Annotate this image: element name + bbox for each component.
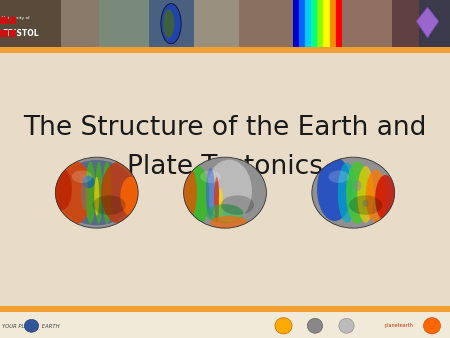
Ellipse shape xyxy=(81,175,88,210)
Ellipse shape xyxy=(103,162,112,224)
Ellipse shape xyxy=(120,177,141,216)
Ellipse shape xyxy=(207,160,252,222)
Bar xyxy=(342,0,392,47)
Bar xyxy=(0,0,61,47)
Ellipse shape xyxy=(366,170,387,223)
Ellipse shape xyxy=(312,157,395,228)
Ellipse shape xyxy=(423,318,441,334)
Bar xyxy=(324,0,329,47)
Ellipse shape xyxy=(95,162,103,224)
Bar xyxy=(148,0,194,47)
Ellipse shape xyxy=(161,3,181,44)
Ellipse shape xyxy=(55,157,138,228)
Ellipse shape xyxy=(93,195,126,215)
Bar xyxy=(311,0,317,47)
Ellipse shape xyxy=(214,177,219,223)
Ellipse shape xyxy=(180,166,197,219)
Bar xyxy=(336,0,342,47)
Bar xyxy=(305,0,311,47)
Ellipse shape xyxy=(307,318,323,333)
Ellipse shape xyxy=(317,157,352,221)
Ellipse shape xyxy=(349,195,382,215)
Bar xyxy=(0,0,450,47)
Ellipse shape xyxy=(221,195,254,215)
Ellipse shape xyxy=(357,166,374,223)
Bar xyxy=(329,0,336,47)
Ellipse shape xyxy=(363,200,369,207)
Ellipse shape xyxy=(219,187,223,219)
Ellipse shape xyxy=(275,318,292,334)
Ellipse shape xyxy=(206,168,215,218)
Bar xyxy=(194,0,238,47)
Bar xyxy=(292,0,299,47)
Text: YOUR PLANET  EARTH: YOUR PLANET EARTH xyxy=(2,324,60,329)
Bar xyxy=(9,17,16,24)
Bar xyxy=(0,306,450,338)
Bar xyxy=(61,0,99,47)
Bar xyxy=(238,0,292,47)
Text: The Structure of the Earth and: The Structure of the Earth and xyxy=(23,115,427,141)
Text: planetearth: planetearth xyxy=(385,323,414,328)
Ellipse shape xyxy=(353,180,361,191)
Ellipse shape xyxy=(94,177,99,216)
Ellipse shape xyxy=(82,176,94,188)
Ellipse shape xyxy=(339,318,354,333)
Text: Plate Tectonics: Plate Tectonics xyxy=(127,154,323,179)
Ellipse shape xyxy=(72,170,93,183)
Bar xyxy=(317,0,324,47)
Bar xyxy=(392,0,418,47)
Ellipse shape xyxy=(338,163,356,223)
Ellipse shape xyxy=(328,170,349,183)
Ellipse shape xyxy=(24,319,39,332)
Bar xyxy=(299,0,305,47)
Ellipse shape xyxy=(163,9,175,38)
Polygon shape xyxy=(416,7,439,38)
Ellipse shape xyxy=(101,162,138,224)
Ellipse shape xyxy=(184,157,266,228)
Bar xyxy=(0,306,450,312)
Bar xyxy=(418,0,450,47)
Bar xyxy=(292,0,342,47)
Ellipse shape xyxy=(207,204,243,224)
Bar xyxy=(9,30,16,37)
Ellipse shape xyxy=(346,162,369,224)
Ellipse shape xyxy=(200,170,221,183)
Bar xyxy=(0,47,450,53)
Text: BRISTOL: BRISTOL xyxy=(2,29,39,38)
Ellipse shape xyxy=(187,166,209,226)
Ellipse shape xyxy=(51,168,72,210)
Ellipse shape xyxy=(375,175,396,221)
Ellipse shape xyxy=(55,161,93,224)
Ellipse shape xyxy=(211,216,248,230)
Text: University of: University of xyxy=(2,16,30,20)
Ellipse shape xyxy=(86,162,96,224)
Bar xyxy=(0,17,8,24)
Bar xyxy=(99,0,148,47)
Bar xyxy=(0,30,8,37)
Ellipse shape xyxy=(58,160,136,225)
